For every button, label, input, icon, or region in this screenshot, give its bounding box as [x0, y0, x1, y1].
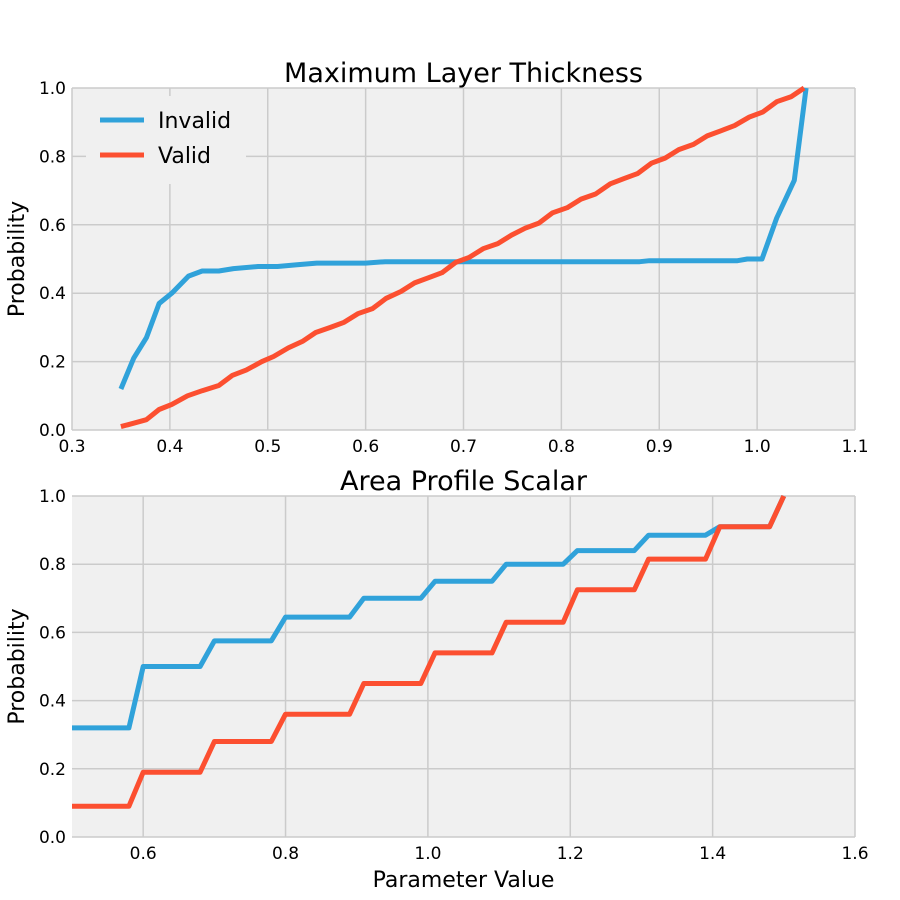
y-tick-label: 1.0 — [39, 79, 66, 99]
y-tick-label: 0.0 — [39, 828, 66, 848]
x-tick-label: 1.2 — [557, 844, 584, 864]
x-tick-label: 1.1 — [841, 437, 868, 457]
y-tick-label: 0.6 — [39, 623, 66, 643]
x-tick-label: 1.4 — [699, 844, 726, 864]
x-tick-label: 1.6 — [841, 844, 868, 864]
legend-label-invalid: Invalid — [158, 109, 231, 134]
y-tick-label: 0.8 — [39, 555, 66, 575]
x-tick-label: 0.7 — [450, 437, 477, 457]
y-tick-label: 0.4 — [39, 284, 66, 304]
x-tick-label: 0.6 — [352, 437, 379, 457]
x-tick-label: 0.5 — [254, 437, 281, 457]
series-line-invalid — [118, 87, 809, 390]
y-tick-label: 0.0 — [39, 421, 66, 441]
y-tick-label: 0.4 — [39, 692, 66, 712]
y-axis-label: Probability — [5, 608, 30, 724]
chart-title: Area Profile Scalar — [340, 466, 588, 497]
legend-label-valid: Valid — [158, 144, 211, 169]
chart-title: Maximum Layer Thickness — [284, 58, 643, 89]
x-tick-label: 0.9 — [646, 437, 673, 457]
y-axis-label: Probability — [5, 201, 30, 317]
legend-box — [86, 96, 246, 184]
x-tick-label: 0.3 — [58, 437, 85, 457]
x-tick-label: 1.0 — [744, 437, 771, 457]
y-tick-label: 0.2 — [39, 353, 66, 373]
y-tick-label: 0.2 — [39, 760, 66, 780]
x-tick-label: 0.6 — [130, 844, 157, 864]
x-tick-label: 0.4 — [156, 437, 183, 457]
x-tick-label: 0.8 — [272, 844, 299, 864]
series-line-invalid — [72, 494, 787, 731]
x-tick-label: 1.0 — [414, 844, 441, 864]
y-tick-label: 1.0 — [39, 487, 66, 507]
y-tick-label: 0.6 — [39, 216, 66, 236]
x-tick-label: 0.8 — [548, 437, 575, 457]
x-axis-label: Parameter Value — [373, 868, 555, 893]
y-tick-label: 0.8 — [39, 147, 66, 167]
series-line-valid — [120, 85, 806, 430]
series-line-valid — [72, 494, 787, 809]
